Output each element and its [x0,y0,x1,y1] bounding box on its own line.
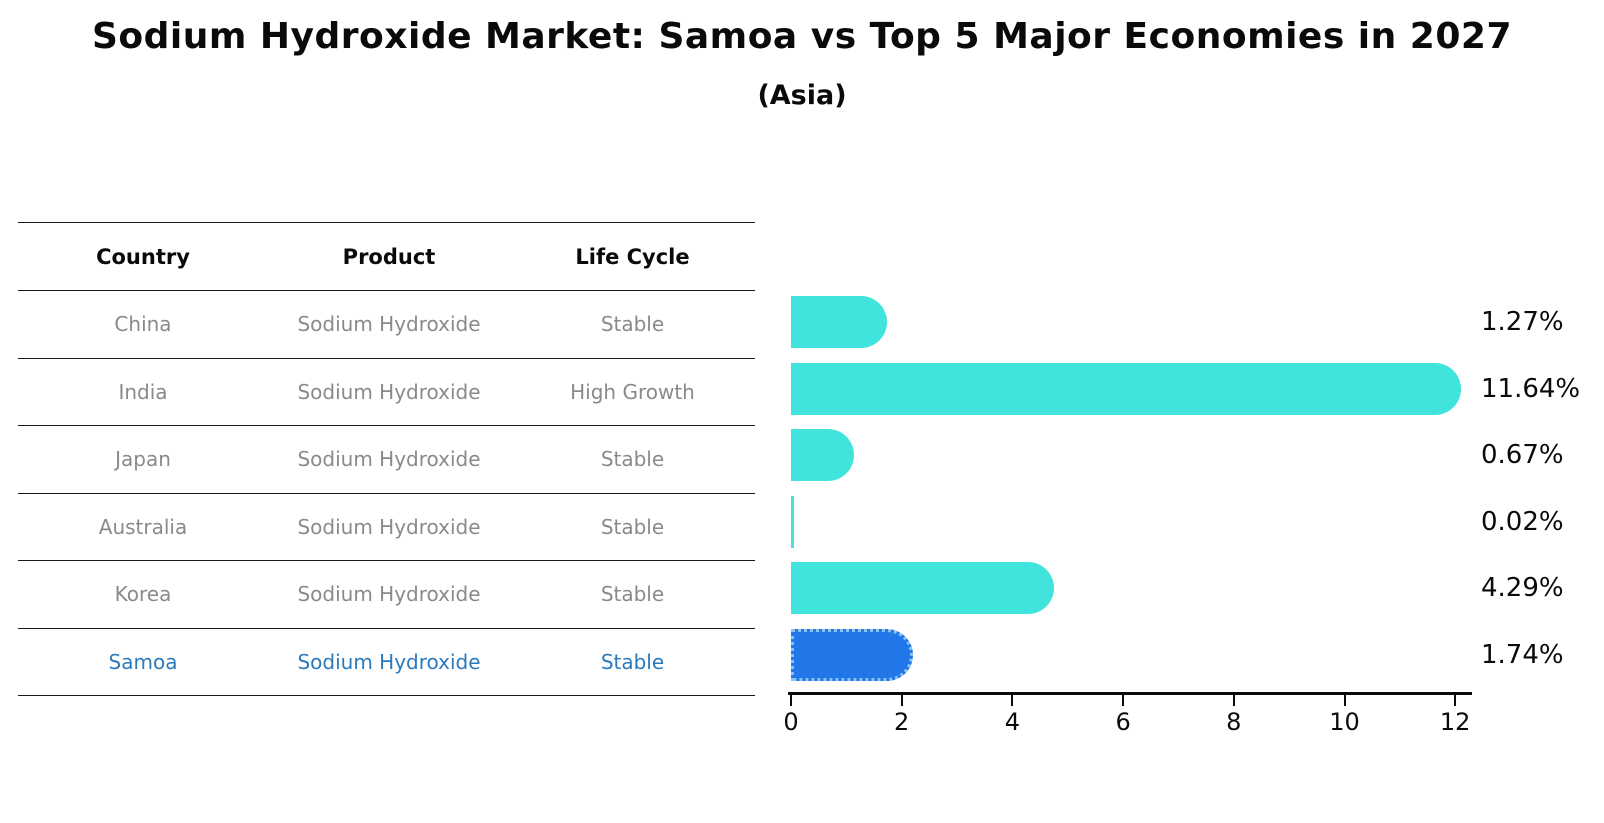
cell-product: Sodium Hydroxide [297,379,481,404]
bar-india [791,362,1462,415]
x-tick [1232,694,1235,706]
x-tick-label: 6 [1115,708,1131,736]
chart-subtitle: (Asia) [757,80,847,111]
x-tick-label: 0 [783,708,799,736]
cell-life-cycle: High Growth [570,379,695,404]
bar-australia [791,495,794,548]
table-row-samoa: Samoa Sodium Hydroxide Stable [18,627,755,696]
cell-product: Sodium Hydroxide [297,582,481,607]
x-tick-label: 2 [894,708,910,736]
cell-country: Australia [98,514,188,539]
value-label-china: 1.27% [1481,307,1564,338]
table-row-korea: Korea Sodium Hydroxide Stable [18,560,755,628]
cell-country: China [114,312,172,337]
value-label-japan: 0.67% [1481,440,1564,471]
bar-korea [791,562,1055,615]
cell-product: Sodium Hydroxide [297,514,481,539]
column-header-country: Country [96,244,190,269]
bar-samoa [791,628,914,681]
value-label-australia: 0.02% [1481,506,1564,537]
x-tick [790,694,792,706]
x-axis-line [788,692,1472,695]
cell-country: Korea [114,582,172,607]
bar-japan [791,429,855,482]
cell-life-cycle: Stable [600,649,665,674]
cell-product: Sodium Hydroxide [297,312,481,337]
cell-country: Japan [115,447,171,472]
bar-china [791,296,888,349]
column-header-product: Product [342,244,436,269]
column-header-life-cycle: Life Cycle [575,244,690,269]
cell-life-cycle: Stable [600,514,665,539]
value-label-samoa: 1.74% [1481,639,1564,670]
x-tick-label: 8 [1226,708,1242,736]
value-label-korea: 4.29% [1481,573,1564,604]
cell-product: Sodium Hydroxide [297,649,481,674]
cell-product: Sodium Hydroxide [297,447,481,472]
chart-title: Sodium Hydroxide Market: Samoa vs Top 5 … [91,16,1512,57]
x-tick [1122,694,1125,706]
x-tick-label: 10 [1329,708,1360,736]
country-table: Country Product Life Cycle China Sodium H… [18,222,755,696]
table-row-china: China Sodium Hydroxide Stable [18,290,755,358]
x-tick-label: 12 [1439,708,1471,736]
value-label-india: 11.64% [1481,373,1581,404]
x-tick [900,694,903,706]
x-tick [1343,694,1346,706]
x-tick [1454,694,1457,706]
table-header-row: Country Product Life Cycle [18,222,755,290]
x-tick [1011,694,1014,706]
table-row-india: India Sodium Hydroxide High Growth [18,357,755,426]
cell-life-cycle: Stable [600,312,665,337]
cell-life-cycle: Stable [600,447,665,472]
x-tick-label: 4 [1004,708,1021,736]
cell-country: Samoa [108,649,178,674]
table-row-japan: Japan Sodium Hydroxide Stable [18,425,755,493]
cell-life-cycle: Stable [600,582,665,607]
cell-country: India [118,379,168,404]
table-row-australia: Australia Sodium Hydroxide Stable [18,492,755,561]
